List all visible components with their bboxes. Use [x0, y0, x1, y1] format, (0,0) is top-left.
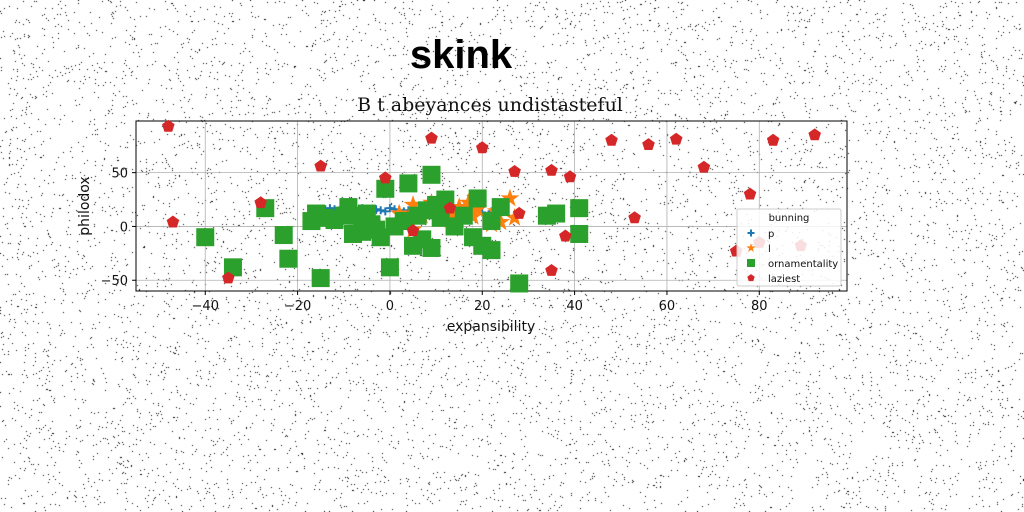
x-tick-label: 80: [751, 299, 768, 314]
data-point: [381, 258, 399, 276]
data-point: [279, 250, 297, 268]
x-axis-label: expansibility: [447, 319, 536, 335]
legend: bunning pl ornamentality laziest: [737, 209, 841, 286]
data-point: [642, 138, 655, 150]
data-point: [547, 205, 565, 223]
legend-label: laziest: [768, 274, 800, 285]
series-layer: [162, 120, 821, 293]
data-point: [483, 241, 501, 259]
legend-label: l: [768, 244, 771, 255]
data-point: [422, 166, 440, 184]
data-point: [275, 226, 293, 244]
chart-suptitle: skink: [410, 33, 513, 77]
data-point: [510, 274, 528, 292]
data-point: [559, 230, 572, 242]
data-point: [377, 206, 385, 214]
legend-label: ornamentality: [768, 259, 838, 270]
data-point: [476, 141, 489, 153]
data-point: [162, 120, 175, 132]
data-point: [570, 199, 588, 217]
y-tick-label: −50: [101, 274, 128, 289]
x-tick-label: 40: [566, 299, 583, 314]
data-point: [628, 211, 641, 223]
series-ornamentality: [196, 166, 588, 293]
data-point: [455, 207, 473, 225]
data-point: [399, 174, 417, 192]
x-tick-label: 60: [659, 299, 676, 314]
legend-title: bunning: [769, 213, 810, 224]
data-point: [167, 216, 180, 228]
y-tick-label: 50: [111, 167, 128, 182]
x-tick-label: 20: [474, 299, 491, 314]
data-point: [570, 225, 588, 243]
y-tick-label: 0: [120, 220, 128, 235]
data-point: [545, 164, 558, 176]
data-point: [670, 133, 683, 145]
data-point: [545, 264, 558, 276]
data-point: [254, 196, 267, 208]
data-point: [425, 132, 438, 144]
legend-label: p: [768, 229, 774, 240]
data-point: [196, 228, 214, 246]
data-point: [767, 134, 780, 146]
data-point: [605, 134, 618, 146]
data-point: [314, 160, 327, 172]
data-point: [469, 189, 487, 207]
data-point: [508, 165, 521, 177]
x-tick-label: −20: [284, 299, 311, 314]
x-tick-label: −40: [192, 299, 219, 314]
data-point: [312, 269, 330, 287]
data-point: [808, 128, 821, 140]
data-point: [744, 188, 757, 200]
legend-marker: [747, 259, 755, 267]
data-point: [492, 198, 510, 216]
y-axis-label: philodox: [77, 176, 93, 235]
data-point: [698, 161, 711, 173]
x-tick-label: 0: [386, 299, 394, 314]
chart-title: B t abeyances undistasteful: [357, 94, 623, 116]
data-point: [422, 239, 440, 257]
